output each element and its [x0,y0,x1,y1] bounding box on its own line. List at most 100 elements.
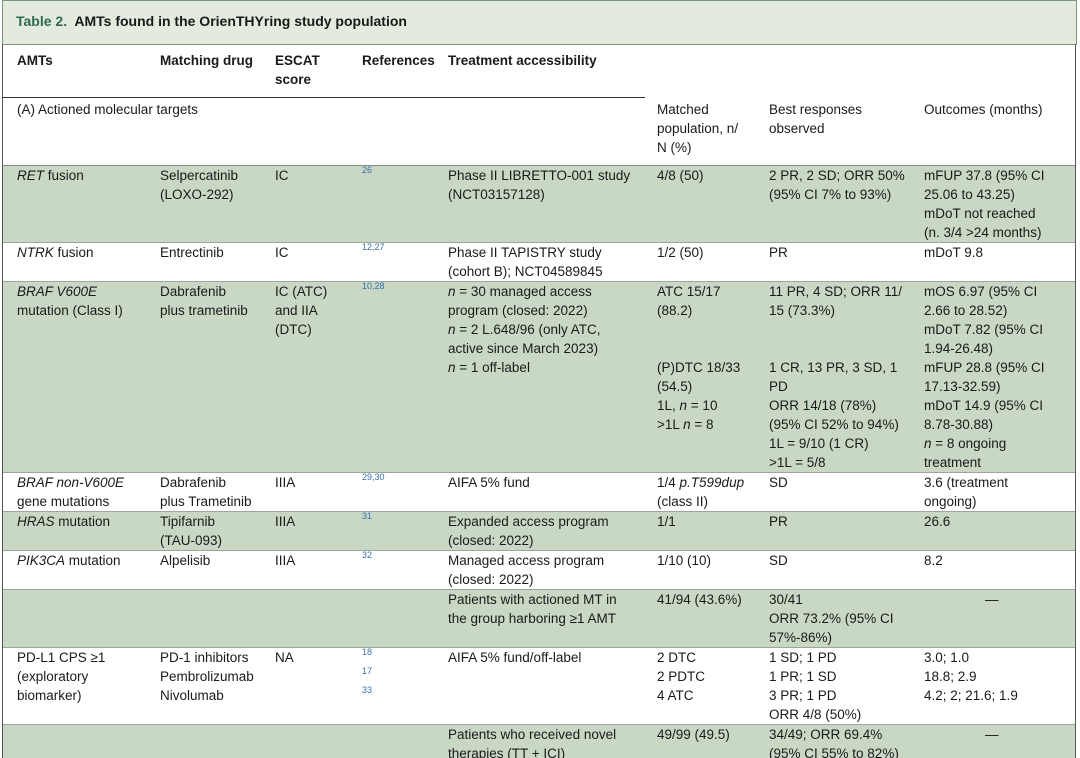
cell-text: Entrectinib [160,245,224,260]
cell-text: IC (ATC) [275,284,328,299]
cell-text: 25.06 to 43.25) [924,187,1015,202]
cell-text: (class II) [657,494,709,509]
cell-text: NTRK fusion [17,243,94,262]
cell-text: mDoT 7.82 (95% CI [924,322,1044,337]
cell-text: n = 2 L.648/96 (only ATC, [448,320,600,339]
table-row [3,243,1075,282]
cell-text: Expanded access program [448,514,609,529]
cell-text: 4.2; 2; 21.6; 1.9 [924,688,1018,703]
cell-text: 1/4 p.T599dup [657,473,744,492]
cell-text: 8.78-30.88) [924,417,994,432]
text-segment: = 2 L.648/96 (only ATC, [455,322,601,337]
text-segment: >1L [657,417,684,432]
column-header: observed [769,121,825,136]
cell-text: plus trametinib [160,303,248,318]
cell-text: — [985,592,999,607]
table-label: Table 2. [16,13,68,29]
reference: 32 [362,550,373,560]
column-header: population, n/ [657,121,739,136]
cell-text: 1L, n = 10 [657,396,717,415]
cell-text: Tipifarnib [160,514,216,529]
cell-text: (NCT03157128) [448,187,545,202]
italic-segment: n [448,284,456,299]
cell-text: 2 DTC [657,650,697,665]
italic-segment: n [924,436,932,451]
cell-text: 34/49; ORR 69.4% [769,727,883,742]
header-rule [2,97,645,98]
title-bar [2,0,1077,45]
cell-text: (95% CI 7% to 93%) [769,187,892,202]
cell-text: — [985,727,999,742]
column-header: Matched [657,102,709,117]
cell-text: (95% CI 55% to 82%) [769,746,899,758]
cell-text: IC [275,168,289,183]
table-row [3,282,1075,473]
cell-text: mutation (Class I) [17,303,123,318]
cell-text: 8.2 [924,553,943,568]
text-segment: = 30 managed access [455,284,592,299]
cell-text: (TAU-093) [160,533,223,548]
cell-text: 1.94-26.48) [924,341,994,356]
cell-text: PD-L1 CPS ≥1 [17,650,106,665]
cell-text: Phase II LIBRETTO-001 study [448,168,631,183]
cell-text: 1/2 (50) [657,245,704,260]
title: Table 2. AMTs found in the OrienTHYring … [16,12,407,31]
cell-text: ongoing) [924,494,977,509]
cell-text: 3 PR; 1 PD [769,688,837,703]
cell-text: gene mutations [17,494,110,509]
text-segment: 1/4 [657,475,680,490]
cell-text: therapies (TT + ICI) [448,746,566,758]
cell-text: biomarker) [17,688,82,703]
cell-text: (exploratory [17,669,89,684]
cell-text: Selpercatinib [160,168,239,183]
table-row [3,512,1075,551]
cell-text: (closed: 2022) [448,572,534,587]
cell-text: 2.66 to 28.52) [924,303,1008,318]
cell-text: AIFA 5% fund [448,475,530,490]
cell-text: plus Trametinib [160,494,252,509]
cell-text: mDoT 9.8 [924,245,984,260]
left-border [2,44,3,758]
column-header: References [362,53,435,68]
reference: 29,30 [362,472,385,482]
cell-text: 30/41 [769,592,803,607]
column-header: Best responses [769,102,863,117]
cell-text: PD [769,379,788,394]
column-header: AMTs [17,53,53,68]
cell-text: (54.5) [657,379,693,394]
table-row [3,473,1075,512]
cell-text: RET fusion [17,166,84,185]
cell-text: mDoT 14.9 (95% CI [924,398,1044,413]
cell-text: 11 PR, 4 SD; ORR 11/ [769,284,903,299]
cell-text: 1/10 (10) [657,553,712,568]
italic-segment: NTRK [17,245,54,260]
cell-text: IIIA [275,553,296,568]
cell-text: HRAS mutation [17,512,110,531]
cell-text: mFUP 37.8 (95% CI [924,168,1045,183]
section-label: (A) Actioned molecular targets [17,102,198,117]
cell-text: Patients who received novel [448,727,617,742]
cell-text: ORR 14/18 (78%) [769,398,877,413]
reference: 31 [362,511,373,521]
italic-segment: n [448,360,456,375]
cell-text: treatment [924,455,982,470]
cell-text: n = 8 ongoing [924,434,1006,453]
column-header: Treatment accessibility [448,53,597,68]
table-row [3,648,1075,725]
cell-text: Pembrolizumab [160,669,254,684]
cell-text: Dabrafenib [160,284,227,299]
italic-segment: HRAS [17,514,55,529]
cell-text: 3.0; 1.0 [924,650,970,665]
cell-text: 2 PDTC [657,669,706,684]
cell-text: (95% CI 52% to 94%) [769,417,899,432]
reference: 12,27 [362,242,385,252]
italic-segment: BRAF non-V600E [17,475,125,490]
cell-text: 15 (73.3%) [769,303,836,318]
cell-text: Managed access program [448,553,605,568]
text-segment: fusion [53,245,94,260]
cell-text: BRAF non-V600E [17,473,124,492]
cell-text: (closed: 2022) [448,533,534,548]
cell-text: AIFA 5% fund/off-label [448,650,582,665]
cell-text: active since March 2023) [448,341,599,356]
